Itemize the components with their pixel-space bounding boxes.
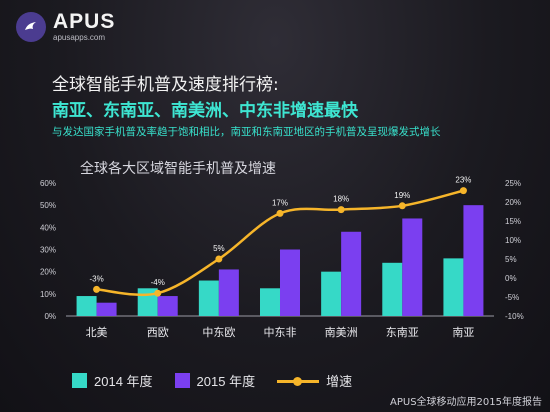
y-right-tick-label: 15%: [505, 217, 521, 226]
bar-2014: [443, 258, 464, 316]
growth-point: [93, 285, 101, 293]
legend-item-2015: 2015 年度: [174, 371, 256, 390]
bar-2015: [280, 249, 300, 316]
bar-2014: [260, 288, 280, 316]
legend-swatch-2015: [174, 373, 190, 388]
bar-2015: [96, 302, 117, 316]
bar-2015: [402, 218, 423, 316]
x-tick-label: 东南亚: [386, 326, 419, 339]
legend-swatch-2014: [72, 373, 87, 388]
bar-2014: [76, 296, 97, 316]
growth-data-label: 18%: [333, 195, 349, 204]
x-tick-label: 中东非: [264, 326, 297, 339]
growth-data-label: -4%: [151, 278, 165, 287]
y-left-tick-label: 10%: [40, 290, 56, 299]
bar-2015: [218, 269, 239, 316]
growth-data-label: 5%: [213, 244, 225, 253]
report-footer: APUS全球移动应用2015年度报告: [390, 397, 542, 408]
y-right-tick-label: 10%: [505, 236, 521, 245]
growth-point: [459, 187, 467, 195]
chart-title: 全球各大区域智能手机普及增速: [80, 161, 276, 177]
growth-data-label: 19%: [394, 191, 410, 200]
y-right-tick-label: 0%: [505, 274, 517, 283]
growth-point: [398, 202, 406, 210]
legend-item-2014: 2014 年度: [72, 371, 153, 390]
y-right-tick-label: 25%: [505, 179, 521, 188]
bar-2014: [382, 262, 403, 316]
legend-line-growth: [277, 374, 320, 388]
legend-label-2014: 2014 年度: [94, 374, 153, 389]
growth-point: [276, 209, 284, 217]
x-tick-label: 南美洲: [325, 326, 358, 339]
bar-2015: [463, 205, 484, 316]
y-right-tick-label: -10%: [505, 312, 524, 321]
page-subheadline: 南亚、东南亚、南美洲、中东非增速最快: [52, 101, 358, 121]
y-left-tick-label: 40%: [40, 223, 56, 232]
page-headline: 全球智能手机普及速度排行榜:: [52, 75, 279, 95]
x-tick-label: 南亚: [452, 326, 474, 339]
bar-2015: [157, 296, 178, 316]
y-left-tick-label: 30%: [40, 246, 56, 255]
growth-point: [337, 206, 345, 214]
growth-data-label: 17%: [272, 198, 288, 207]
brand-site: apusapps.com: [53, 33, 106, 42]
apus-logo-icon: [16, 12, 46, 42]
chart-legend: 2014 年度 2015 年度 增速: [72, 371, 374, 390]
legend-label-growth: 增速: [326, 374, 353, 389]
bar-2014: [198, 280, 219, 316]
y-right-tick-label: -5%: [505, 293, 519, 302]
growth-point: [215, 255, 223, 263]
growth-data-label: 23%: [455, 176, 471, 185]
bar-2015: [341, 231, 362, 316]
x-tick-label: 北美: [86, 326, 108, 339]
growth-point: [154, 289, 162, 297]
x-tick-label: 西欧: [147, 326, 169, 339]
x-tick-label: 中东欧: [202, 326, 235, 339]
apus-logo: APUS apusapps.com: [16, 10, 116, 42]
y-left-tick-label: 50%: [40, 201, 56, 210]
y-left-tick-label: 0%: [44, 312, 56, 321]
page-note: 与发达国家手机普及率趋于饱和相比，南亚和东南亚地区的手机普及呈现爆发式增长: [52, 126, 441, 138]
growth-data-label: -3%: [89, 274, 103, 283]
legend-label-2015: 2015 年度: [196, 374, 256, 389]
legend-item-growth: 增速: [277, 371, 352, 390]
bar-2014: [321, 271, 342, 316]
y-right-tick-label: 20%: [505, 198, 521, 207]
y-left-tick-label: 20%: [40, 268, 56, 277]
y-left-tick-label: 60%: [40, 179, 56, 188]
brand-name: APUS: [53, 10, 116, 33]
y-right-tick-label: 5%: [505, 255, 517, 264]
